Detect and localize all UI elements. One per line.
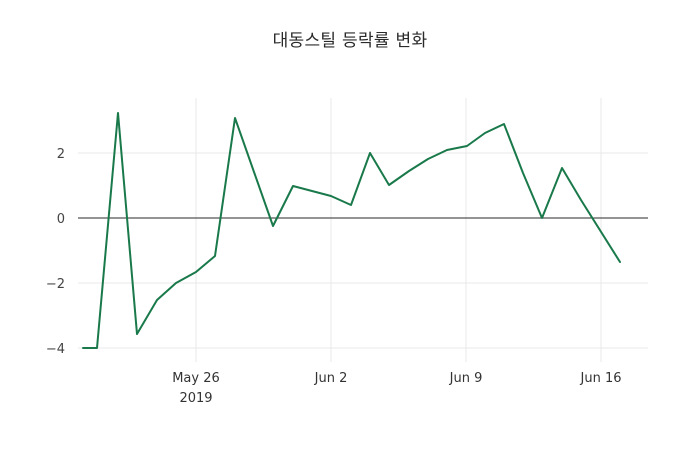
x-tick-label: Jun 9	[449, 371, 483, 386]
y-tick-label: 2	[57, 147, 65, 162]
x-tick-sublabel: 2019	[179, 391, 212, 406]
y-axis-tick-labels: 2 0 −2 −4	[46, 147, 65, 357]
x-tick-label: May 26	[172, 371, 220, 386]
y-tick-label: 0	[57, 212, 65, 227]
y-tick-label: −4	[46, 342, 65, 357]
data-series-group	[82, 112, 621, 349]
chart-title: 대동스틸 등락률 변화	[272, 31, 428, 51]
x-tick-label: Jun 16	[580, 371, 622, 386]
y-tick-label: −2	[46, 277, 65, 292]
x-tick-label: Jun 2	[314, 371, 348, 386]
data-line	[82, 112, 621, 349]
x-axis-tick-labels: May 26 2019 Jun 2 Jun 9 Jun 16	[172, 371, 621, 406]
y-gridlines-group	[78, 152, 648, 349]
x-gridlines-group	[195, 98, 602, 362]
